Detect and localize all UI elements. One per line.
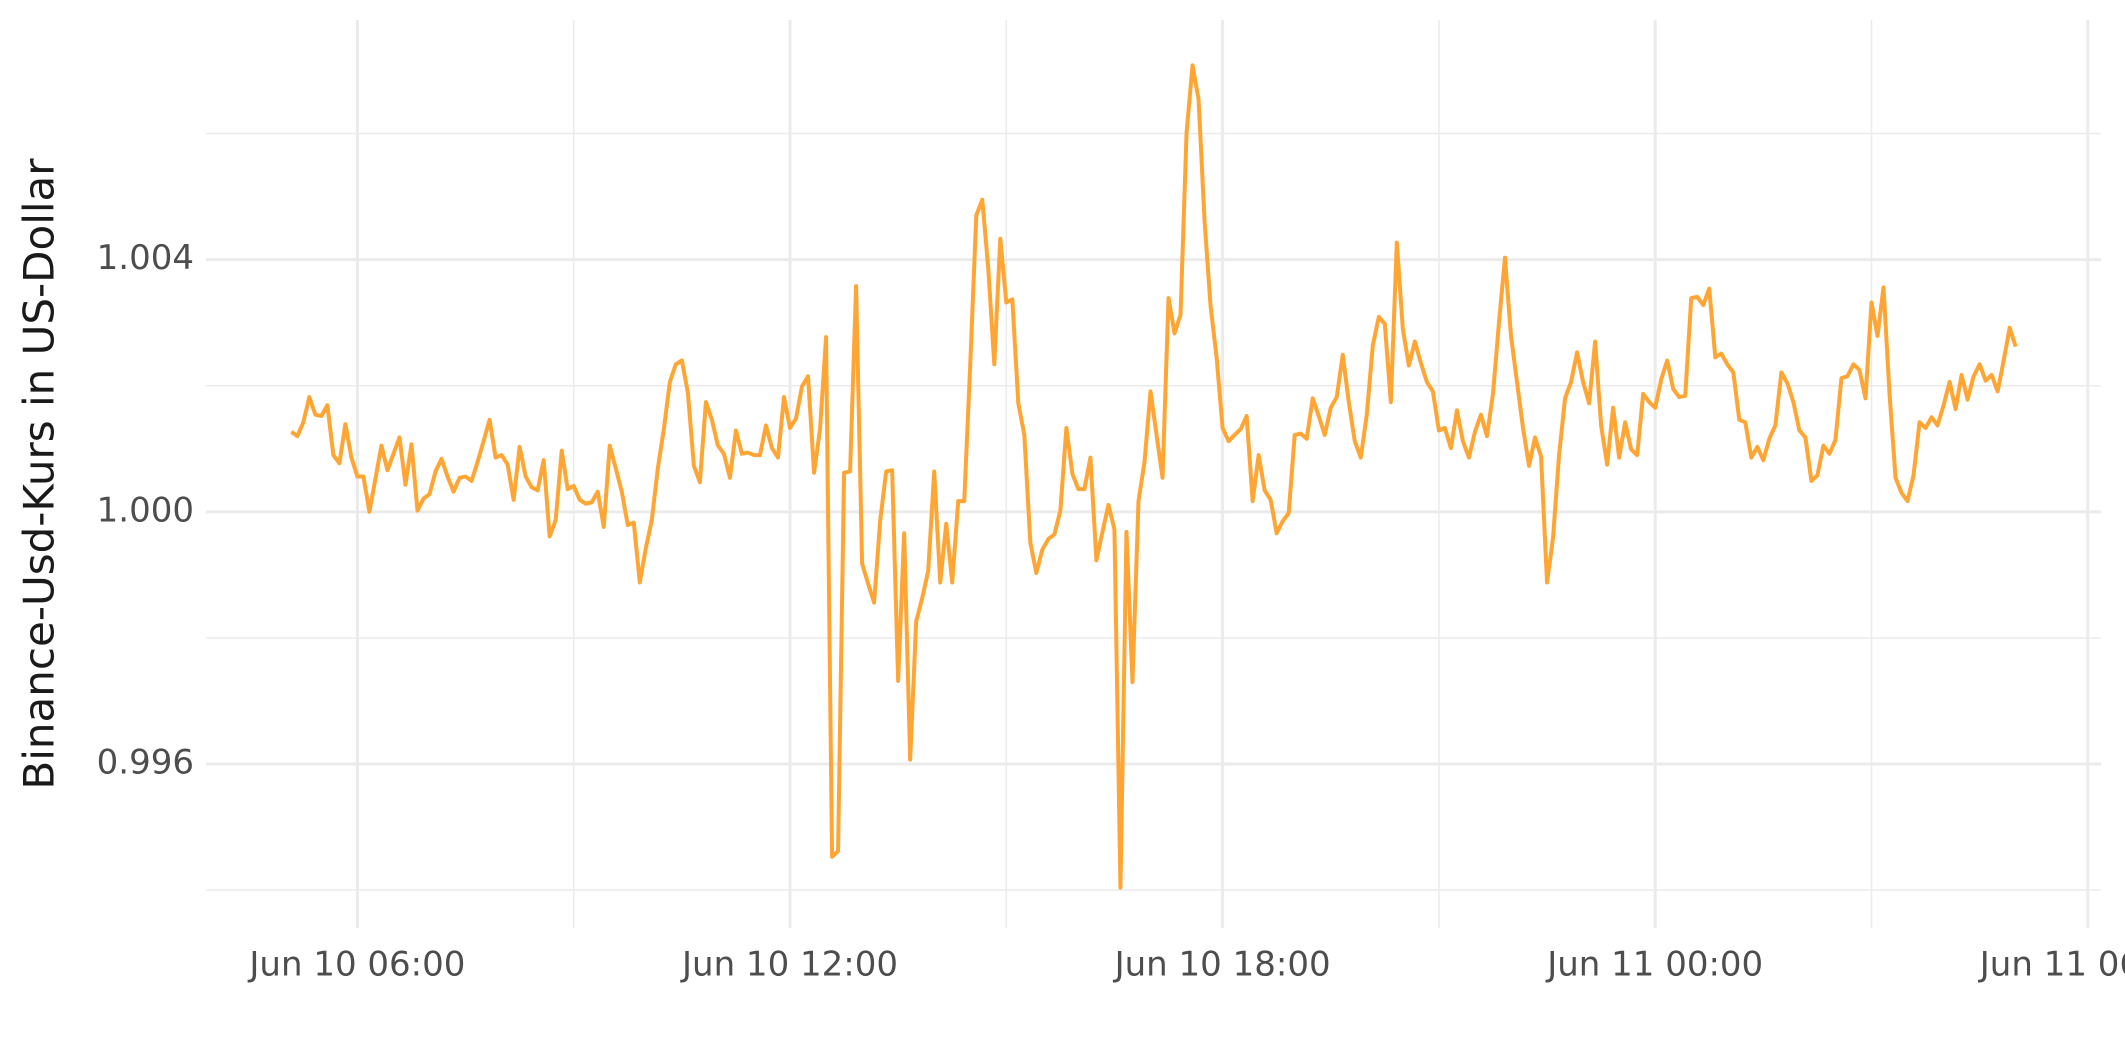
line — [290, 63, 2018, 890]
x-tick-label: Jun 11 00:00 — [1545, 945, 1763, 985]
x-tick-label: Jun 10 18:00 — [1113, 945, 1331, 985]
y-axis-title: Binance-Usd-Kurs in US-Dollar — [15, 158, 64, 790]
y-tick-label: 1.004 — [97, 238, 194, 278]
x-tick-label: Jun 10 12:00 — [680, 945, 898, 985]
y-tick-label: 0.996 — [97, 743, 194, 783]
plot — [290, 63, 2018, 890]
x-tick-label: Jun 10 06:00 — [247, 945, 465, 985]
grid — [206, 20, 2101, 928]
x-tick-label: Jun 11 06:00 — [1978, 945, 2125, 985]
y-tick-label: 1.000 — [97, 490, 194, 530]
